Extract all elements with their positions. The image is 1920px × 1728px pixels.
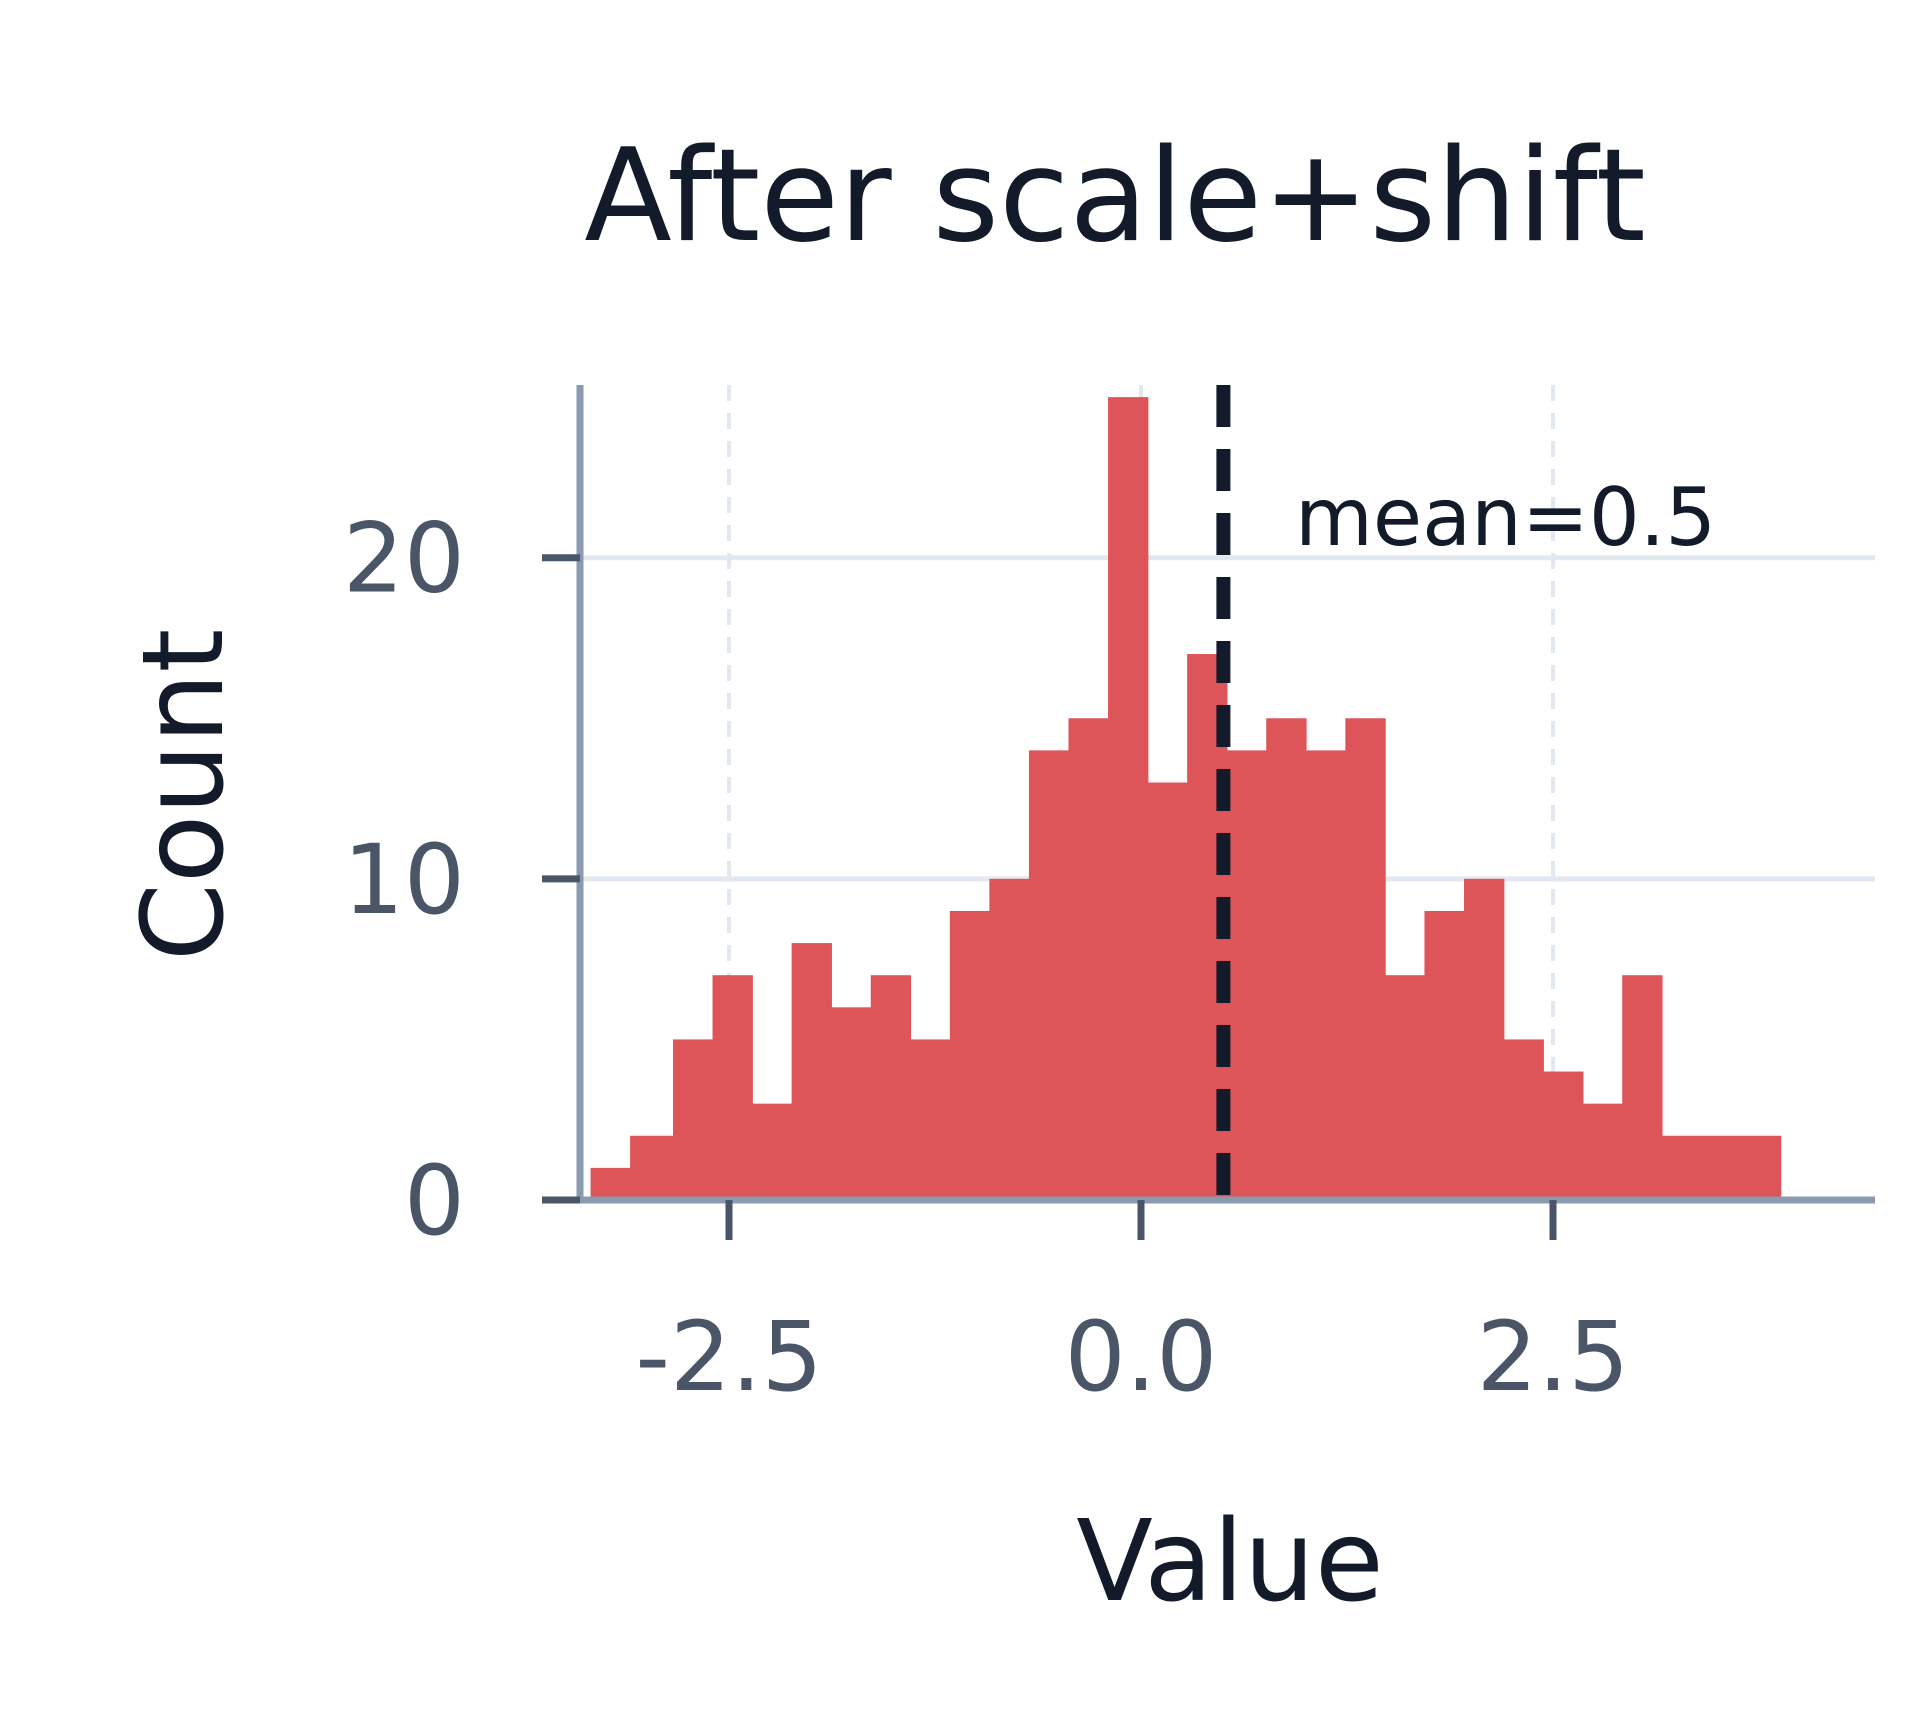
histogram-bar bbox=[910, 1039, 951, 1200]
histogram-bar bbox=[989, 878, 1030, 1200]
histogram-bar bbox=[1108, 397, 1149, 1201]
histogram-bar bbox=[1740, 1135, 1782, 1200]
histogram-bar bbox=[1701, 1135, 1742, 1200]
histogram-bar bbox=[712, 975, 753, 1200]
histogram-bar bbox=[1345, 718, 1386, 1200]
x-tick-label: 2.5 bbox=[1477, 1301, 1630, 1413]
mean-annotation: mean=0.5 bbox=[1295, 471, 1716, 564]
histogram-bar bbox=[752, 1103, 793, 1200]
histogram-bar bbox=[1028, 750, 1070, 1200]
histogram-bar bbox=[590, 1167, 631, 1200]
histogram-bar bbox=[949, 910, 991, 1200]
histogram-bar bbox=[1068, 718, 1109, 1200]
y-tick-label: 10 bbox=[343, 824, 465, 936]
histogram-bar bbox=[1266, 718, 1307, 1200]
histogram-bar bbox=[672, 1039, 714, 1200]
y-tick-label: 0 bbox=[404, 1145, 465, 1257]
histogram-bar bbox=[1543, 1071, 1584, 1200]
histogram-bar bbox=[870, 975, 912, 1200]
histogram-bar bbox=[1464, 878, 1505, 1200]
tick-labels: 0 10 20 -2.5 0.0 2.5 bbox=[343, 503, 1629, 1413]
y-axis-label: Count bbox=[119, 629, 249, 962]
histogram-bar bbox=[831, 1007, 872, 1200]
histogram-bar bbox=[1147, 782, 1188, 1200]
x-tick-label: -2.5 bbox=[635, 1301, 822, 1413]
histogram-bar bbox=[1305, 750, 1347, 1200]
x-tick-label: 0.0 bbox=[1065, 1301, 1218, 1413]
histogram-bar bbox=[1384, 975, 1426, 1200]
histogram-bar bbox=[1503, 1039, 1544, 1200]
y-tick-label: 20 bbox=[343, 503, 465, 615]
histogram-bar bbox=[1622, 975, 1663, 1200]
histogram-bar bbox=[1661, 1135, 1703, 1200]
histogram-bar bbox=[791, 943, 832, 1200]
mean-line-group: mean=0.5 bbox=[1216, 385, 1716, 1200]
histogram-bar bbox=[1582, 1103, 1624, 1200]
histogram-bars bbox=[590, 397, 1782, 1201]
histogram-bar bbox=[630, 1135, 674, 1200]
axes bbox=[576, 385, 1875, 1204]
histogram-bar bbox=[1226, 750, 1268, 1200]
chart-title: After scale+shift bbox=[584, 122, 1646, 271]
histogram-bar bbox=[1424, 910, 1465, 1200]
x-axis-label: Value bbox=[1076, 1497, 1384, 1627]
